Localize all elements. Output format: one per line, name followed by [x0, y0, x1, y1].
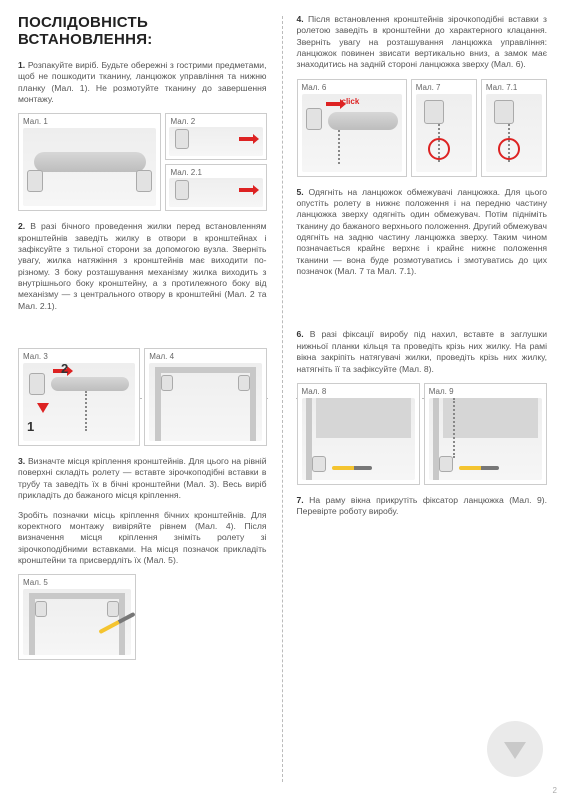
figure-6: Мал. 6 click	[297, 79, 407, 177]
step-5-text: 5. Одягніть на ланцюжок обмежувачі ланцю…	[297, 187, 548, 278]
highlight-circle	[498, 138, 520, 160]
figure-8-label: Мал. 8	[302, 387, 327, 396]
figure-2-1-label: Мал. 2.1	[170, 168, 201, 177]
badge-1: 1	[27, 419, 34, 434]
figure-7: Мал. 7	[411, 79, 477, 177]
bracket-shape	[161, 375, 173, 391]
figure-2-label: Мал. 2	[170, 117, 195, 126]
figure-4-label: Мал. 4	[149, 352, 174, 361]
roller-shape	[51, 377, 129, 391]
page-number: 2	[553, 786, 557, 795]
step-4-body: Після встановлення кронштейнів зірочкопо…	[297, 14, 548, 69]
bracket-shape	[27, 170, 43, 192]
step-6-text: 6. В разі фіксації виробу під нахил, вст…	[297, 329, 548, 374]
bracket-shape	[494, 100, 514, 124]
figure-9: Мал. 9	[424, 383, 547, 485]
chain-shape	[338, 130, 340, 164]
step-3b-body: Зробіть позначки місць кріплення бічних …	[18, 510, 267, 565]
screwdriver-icon	[332, 466, 372, 470]
arrow-icon	[239, 188, 253, 192]
left-column: ПОСЛІДОВНІСТЬ ВСТАНОВЛЕННЯ: 1. Розпакуйт…	[0, 0, 283, 799]
figure-9-art	[429, 398, 542, 480]
figure-6-label: Мал. 6	[302, 83, 327, 92]
figure-6-art: click	[302, 94, 402, 172]
step-7-body: На раму вікна прикрутіть фіксатор ланцюж…	[297, 495, 548, 516]
step-1-body: Розпакуйте виріб. Будьте обережні з гост…	[18, 60, 267, 104]
step-3a-text: 3. Визначте місця кріплення кронштейнів.…	[18, 456, 267, 501]
fixator-shape	[439, 456, 453, 472]
figure-4: Мал. 4	[144, 348, 266, 446]
step-2-text: 2. В разі бічного проведення жилки перед…	[18, 221, 267, 312]
roller-shape	[34, 152, 146, 172]
figure-row-1: Мал. 1 Мал. 2 Мал. 2.1	[18, 113, 267, 211]
figure-1-label: Мал. 1	[23, 117, 48, 126]
figure-1-art	[23, 128, 156, 206]
step-3a-body: Визначте місця кріплення кронштейнів. Дл…	[18, 456, 267, 500]
step-2-num: 2.	[18, 221, 25, 231]
bracket-shape	[306, 108, 322, 130]
step-1-text: 1. Розпакуйте виріб. Будьте обережні з г…	[18, 60, 267, 105]
figure-3-art: 1 2	[23, 363, 135, 441]
figure-2-1-art	[169, 178, 262, 207]
step-3b-text: Зробіть позначки місць кріплення бічних …	[18, 510, 267, 567]
figure-5: Мал. 5	[18, 574, 136, 660]
bracket-shape	[29, 373, 45, 395]
figure-3: Мал. 3 1 2	[18, 348, 140, 446]
step-6-body: В разі фіксації виробу під нахил, вставт…	[297, 329, 548, 373]
fabric-shape	[443, 398, 538, 438]
figure-8: Мал. 8	[297, 383, 420, 485]
figure-7-label: Мал. 7	[416, 83, 441, 92]
figure-row-2: Мал. 3 1 2 Мал. 4	[18, 348, 267, 446]
step-7-text: 7. На раму вікна прикрутіть фіксатор лан…	[297, 495, 548, 518]
step-6-num: 6.	[297, 329, 304, 339]
step-4-num: 4.	[297, 14, 304, 24]
roller-shape	[328, 112, 398, 130]
figure-row-4: Мал. 6 click Мал. 7 Мал. 7.1	[297, 79, 548, 177]
chain-shape	[85, 391, 87, 431]
figure-row-5: Мал. 8 Мал. 9	[297, 383, 548, 485]
figure-7-1-label: Мал. 7.1	[486, 83, 517, 92]
bracket-shape	[107, 601, 119, 617]
figure-row-3: Мал. 5	[18, 574, 267, 660]
figure-2-1: Мал. 2.1	[165, 164, 266, 211]
figure-7-1: Мал. 7.1	[481, 79, 547, 177]
figure-5-art	[23, 589, 131, 655]
bracket-shape	[175, 129, 189, 149]
step-1-num: 1.	[18, 60, 25, 70]
arrow-icon	[239, 137, 253, 141]
step-4-text: 4. Після встановлення кронштейнів зірочк…	[297, 14, 548, 71]
figure-4-art	[149, 363, 261, 441]
figure-2: Мал. 2	[165, 113, 266, 160]
screwdriver-icon	[459, 466, 499, 470]
step-5-num: 5.	[297, 187, 304, 197]
tensioner-shape	[312, 456, 326, 472]
bracket-shape	[424, 100, 444, 124]
bracket-shape	[136, 170, 152, 192]
step-5-body: Одягніть на ланцюжок обмежувачі ланцюжка…	[297, 187, 548, 276]
arrow-icon	[326, 102, 340, 106]
figure-7-1-art	[486, 94, 542, 172]
fabric-shape	[316, 398, 411, 438]
figure-8-art	[302, 398, 415, 480]
figure-2-art	[169, 127, 262, 156]
figure-1: Мал. 1	[18, 113, 161, 211]
figure-7-art	[416, 94, 472, 172]
badge-2: 2	[61, 361, 68, 376]
step-2-body: В разі бічного проведення жилки перед вс…	[18, 221, 267, 310]
bracket-shape	[175, 180, 189, 200]
highlight-circle	[428, 138, 450, 160]
arrow-icon	[37, 403, 49, 413]
right-column: 4. Після встановлення кронштейнів зірочк…	[283, 0, 565, 799]
figure-3-label: Мал. 3	[23, 352, 48, 361]
figure-9-label: Мал. 9	[429, 387, 454, 396]
click-label: click	[342, 97, 360, 106]
figure-5-label: Мал. 5	[23, 578, 48, 587]
bracket-shape	[238, 375, 250, 391]
bracket-shape	[35, 601, 47, 617]
page-title: ПОСЛІДОВНІСТЬ ВСТАНОВЛЕННЯ:	[18, 14, 267, 48]
chain-shape	[453, 398, 455, 458]
watermark-icon	[487, 721, 543, 777]
step-3-num: 3.	[18, 456, 25, 466]
step-7-num: 7.	[297, 495, 304, 505]
